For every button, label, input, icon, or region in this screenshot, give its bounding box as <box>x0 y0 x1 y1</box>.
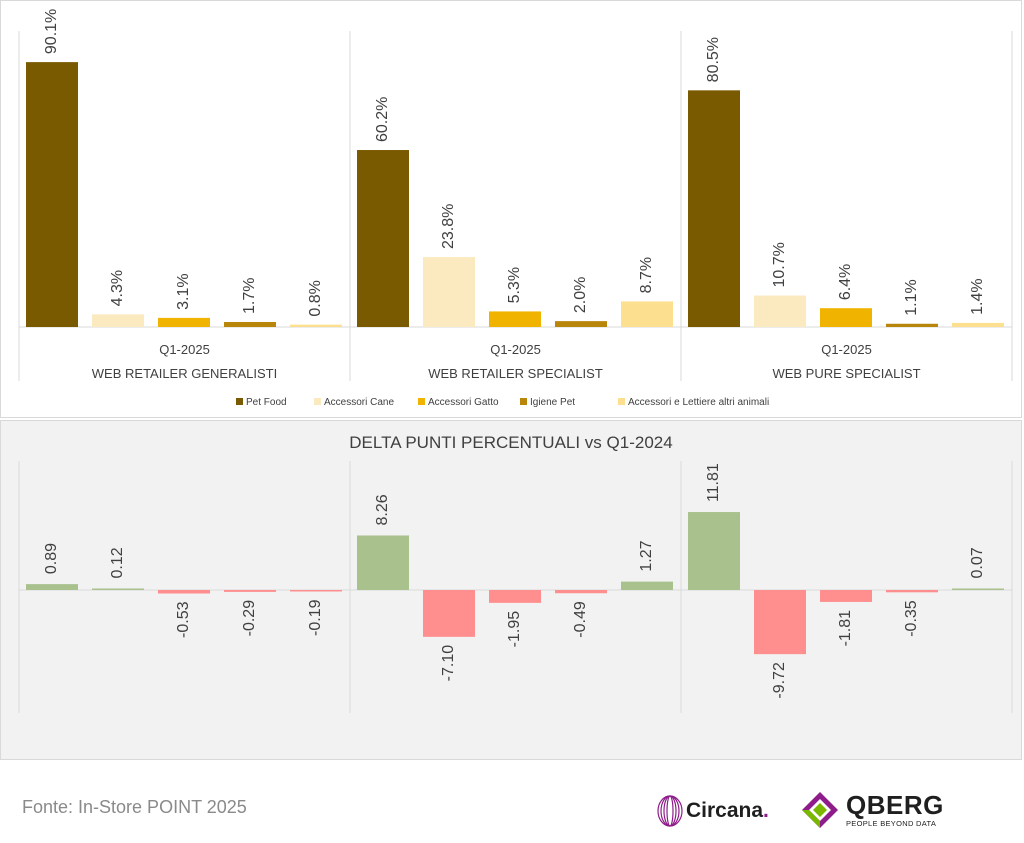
delta-chart: DELTA PUNTI PERCENTUALI vs Q1-2024 0.89 0… <box>18 433 1013 713</box>
qberg-wordmark: QBERG <box>846 790 944 821</box>
delta-bar <box>621 581 673 590</box>
delta-chart-title: DELTA PUNTI PERCENTUALI vs Q1-2024 <box>349 433 672 452</box>
circana-wordmark: Circana <box>686 799 764 822</box>
delta-chart-panel: DELTA PUNTI PERCENTUALI vs Q1-2024 0.89 0… <box>0 420 1022 760</box>
legend-swatch <box>418 398 425 405</box>
share-bar <box>555 321 607 327</box>
share-bar <box>688 90 740 327</box>
delta-bar <box>26 584 78 590</box>
share-bar <box>423 257 475 327</box>
share-data-label: 0.8% <box>307 280 324 316</box>
qberg-tagline: PEOPLE BEYOND DATA <box>846 819 937 829</box>
share-chart-panel: 90.1% 4.3% 3.1% 1.7% 0.8% Q1-2025 WEB RETAILER… <box>0 0 1022 418</box>
share-bar <box>754 295 806 327</box>
share-bar <box>820 308 872 327</box>
delta-data-label: -1.81 <box>837 610 854 647</box>
group-tick-label: WEB RETAILER SPECIALIST <box>428 366 603 381</box>
delta-data-label: -0.49 <box>572 601 589 638</box>
share-data-label: 8.7% <box>638 257 655 293</box>
delta-data-label: 0.89 <box>43 543 60 574</box>
share-data-label: 1.4% <box>969 278 986 314</box>
share-data-label: 5.3% <box>506 267 523 303</box>
delta-data-label: 11.81 <box>705 463 722 502</box>
delta-bar <box>886 590 938 593</box>
circana-dot: . <box>763 799 769 822</box>
share-bar <box>621 301 673 327</box>
delta-data-label: 0.07 <box>969 547 986 578</box>
share-bar <box>357 150 409 327</box>
delta-bar <box>688 512 740 590</box>
legend-swatch <box>236 398 243 405</box>
legend-entry: Accessori Cane <box>324 397 394 408</box>
circana-mark-icon <box>657 795 683 827</box>
delta-bar <box>555 590 607 594</box>
delta-data-label: -1.95 <box>506 611 523 648</box>
delta-bar <box>357 535 409 590</box>
share-bar <box>224 322 276 327</box>
legend-entry: Accessori Gatto <box>428 397 499 408</box>
delta-bar <box>290 590 342 592</box>
share-data-label: 1.7% <box>241 278 258 314</box>
delta-data-label: -0.35 <box>903 600 920 637</box>
share-data-label: 4.3% <box>109 270 126 306</box>
share-chart: 90.1% 4.3% 3.1% 1.7% 0.8% Q1-2025 WEB RETAILER… <box>18 9 1013 408</box>
legend-swatch <box>314 398 321 405</box>
share-bar <box>886 323 938 327</box>
share-data-label: 80.5% <box>705 37 722 82</box>
share-data-label: 23.8% <box>440 204 457 249</box>
delta-data-label: -7.10 <box>440 645 457 682</box>
delta-bar <box>423 590 475 637</box>
delta-data-label: 0.12 <box>109 547 126 578</box>
delta-bar <box>158 590 210 594</box>
legend-swatch <box>520 398 527 405</box>
period-tick-label: Q1-2025 <box>159 342 210 357</box>
group-tick-label: WEB PURE SPECIALIST <box>772 366 920 381</box>
period-tick-label: Q1-2025 <box>821 342 872 357</box>
legend-entry: Accessori e Lettiere altri animali <box>628 397 769 408</box>
delta-data-label: 1.27 <box>638 540 655 571</box>
qberg-mark-icon <box>802 792 838 828</box>
delta-bar <box>754 590 806 655</box>
delta-bar <box>92 588 144 590</box>
delta-data-label: -9.72 <box>771 662 788 699</box>
qberg-logo: QBERG PEOPLE BEYOND DATA <box>800 790 944 830</box>
legend-entry: Pet Food <box>246 397 287 408</box>
share-data-label: 90.1% <box>43 9 60 54</box>
delta-data-label: -0.53 <box>175 601 192 638</box>
share-bar <box>26 62 78 328</box>
legend-swatch <box>618 398 625 405</box>
share-data-label: 1.1% <box>903 279 920 315</box>
share-bar <box>290 324 342 327</box>
share-data-label: 3.1% <box>175 273 192 309</box>
share-data-label: 60.2% <box>374 97 391 142</box>
circana-logo: Circana. <box>656 794 769 828</box>
delta-data-label: -0.19 <box>307 599 324 636</box>
share-bar <box>489 311 541 327</box>
legend-entry: Igiene Pet <box>530 397 575 408</box>
share-data-label: 10.7% <box>771 242 788 287</box>
delta-bar <box>952 588 1004 590</box>
delta-bar <box>820 590 872 602</box>
source-note: Fonte: In-Store POINT 2025 <box>22 797 247 817</box>
delta-data-label: 8.26 <box>374 494 391 525</box>
delta-bar <box>224 590 276 592</box>
share-data-label: 2.0% <box>572 277 589 313</box>
share-bar <box>952 322 1004 327</box>
delta-data-label: -0.29 <box>241 600 258 637</box>
share-bar <box>158 317 210 327</box>
period-tick-label: Q1-2025 <box>490 342 541 357</box>
delta-bar <box>489 590 541 603</box>
group-tick-label: WEB RETAILER GENERALISTI <box>92 366 277 381</box>
share-bar <box>92 314 144 327</box>
share-data-label: 6.4% <box>837 264 854 300</box>
